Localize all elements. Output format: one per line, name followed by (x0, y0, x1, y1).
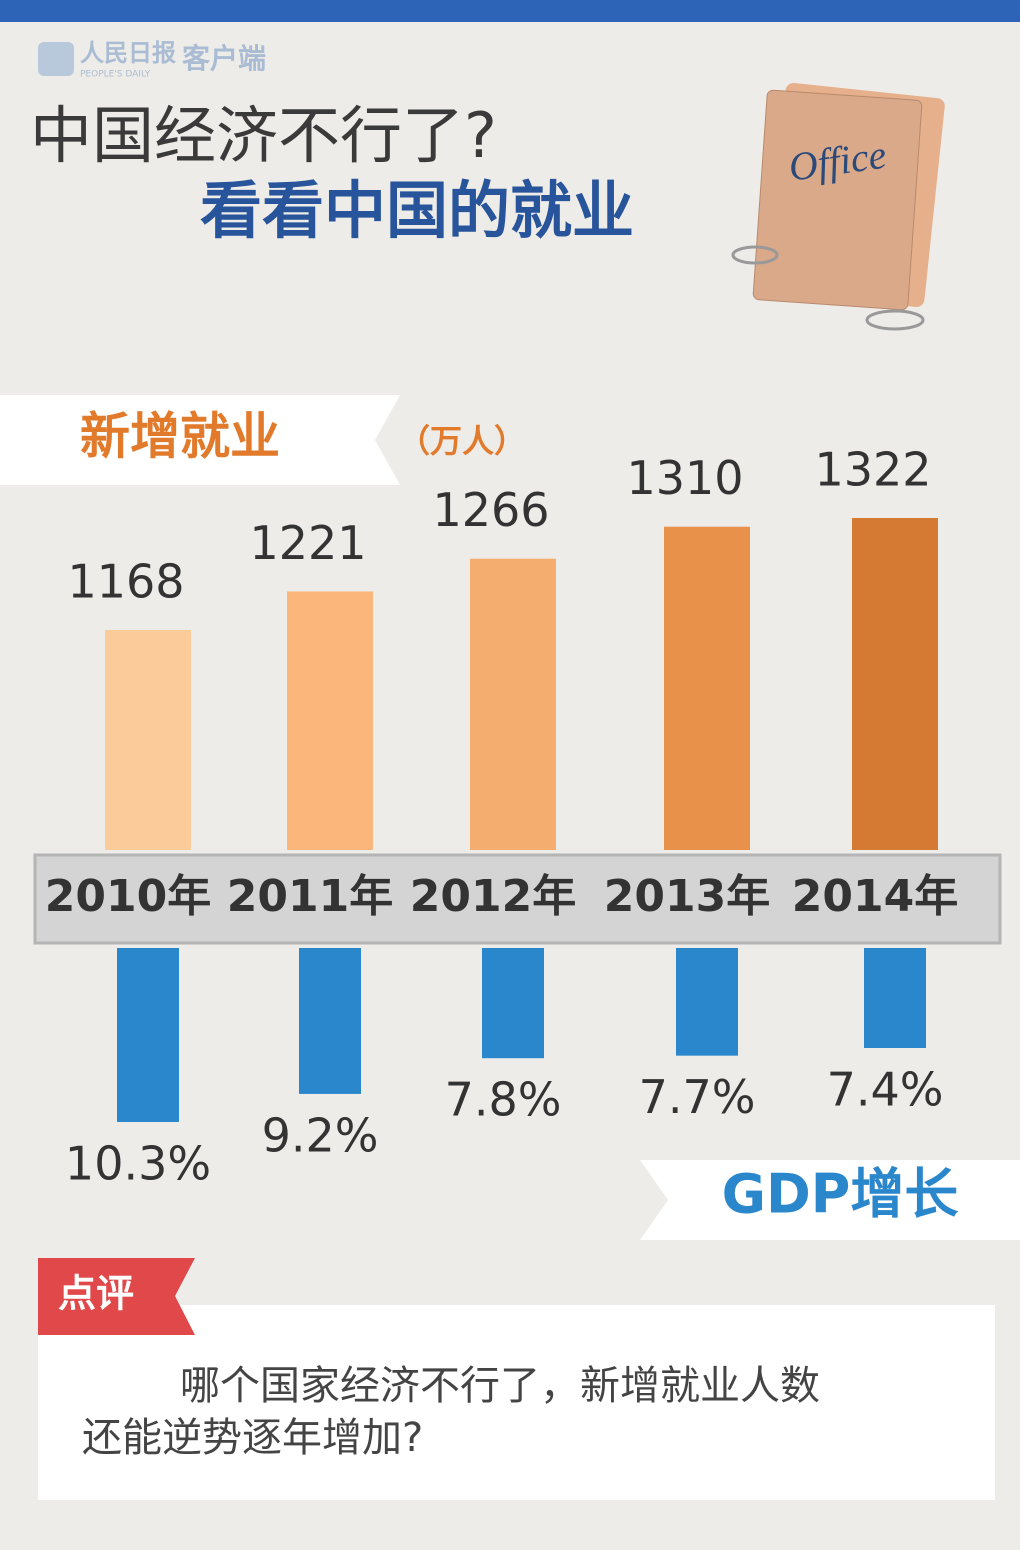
value-label: 7.4% (827, 1063, 944, 1117)
logo-suffix: 客户端 (182, 42, 266, 75)
title-line2: 看看中国的就业 (200, 174, 634, 247)
x-tick-label: 2014年 (792, 871, 958, 922)
value-label: 1310 (626, 451, 743, 505)
value-label: 1322 (814, 443, 931, 497)
bar (482, 948, 544, 1059)
section-title: 新增就业 (80, 408, 280, 466)
paperclip (731, 245, 779, 265)
value-label: 1168 (67, 555, 184, 609)
folder-front (752, 89, 923, 311)
x-tick-label: 2013年 (604, 871, 770, 922)
value-label: 1266 (432, 483, 549, 537)
bar (470, 558, 556, 850)
comment-text: 哪个国家经济不行了，新增就业人数 (180, 1363, 820, 1409)
paperclip (865, 309, 925, 331)
logo-icon (38, 42, 74, 76)
x-tick-label: 2011年 (227, 871, 393, 922)
bar (299, 948, 361, 1094)
gdp-banner (640, 1160, 1020, 1240)
value-label: 10.3% (65, 1137, 211, 1191)
title-line1: 中国经济不行了? (30, 99, 497, 172)
bar (676, 948, 738, 1056)
comment-label: 点评 (58, 1272, 134, 1316)
section-banner (0, 395, 400, 485)
bar (117, 948, 179, 1122)
value-label: 7.8% (445, 1073, 562, 1127)
comment-text: 还能逆势逐年增加? (82, 1415, 423, 1461)
comment-box (38, 1305, 995, 1500)
logo-name: 人民日报 (80, 39, 176, 67)
x-tick-label: 2010年 (45, 871, 211, 922)
bar (105, 630, 191, 850)
bar (664, 526, 750, 850)
value-label: 9.2% (262, 1108, 379, 1162)
bar (287, 591, 373, 850)
folder-illustration: Office (731, 83, 945, 331)
unit-label: （万人） (398, 422, 526, 460)
logo-english: PEOPLE'S DAILY (80, 70, 151, 80)
comment-tag (38, 1258, 195, 1335)
top-strip (0, 0, 1020, 22)
year-band (33, 853, 1002, 945)
gdp-title: GDP增长 (722, 1163, 959, 1226)
value-label: 7.7% (639, 1070, 756, 1124)
value-label: 1221 (249, 516, 366, 570)
x-tick-label: 2012年 (410, 871, 576, 922)
bar (864, 948, 926, 1048)
bar (852, 518, 938, 850)
